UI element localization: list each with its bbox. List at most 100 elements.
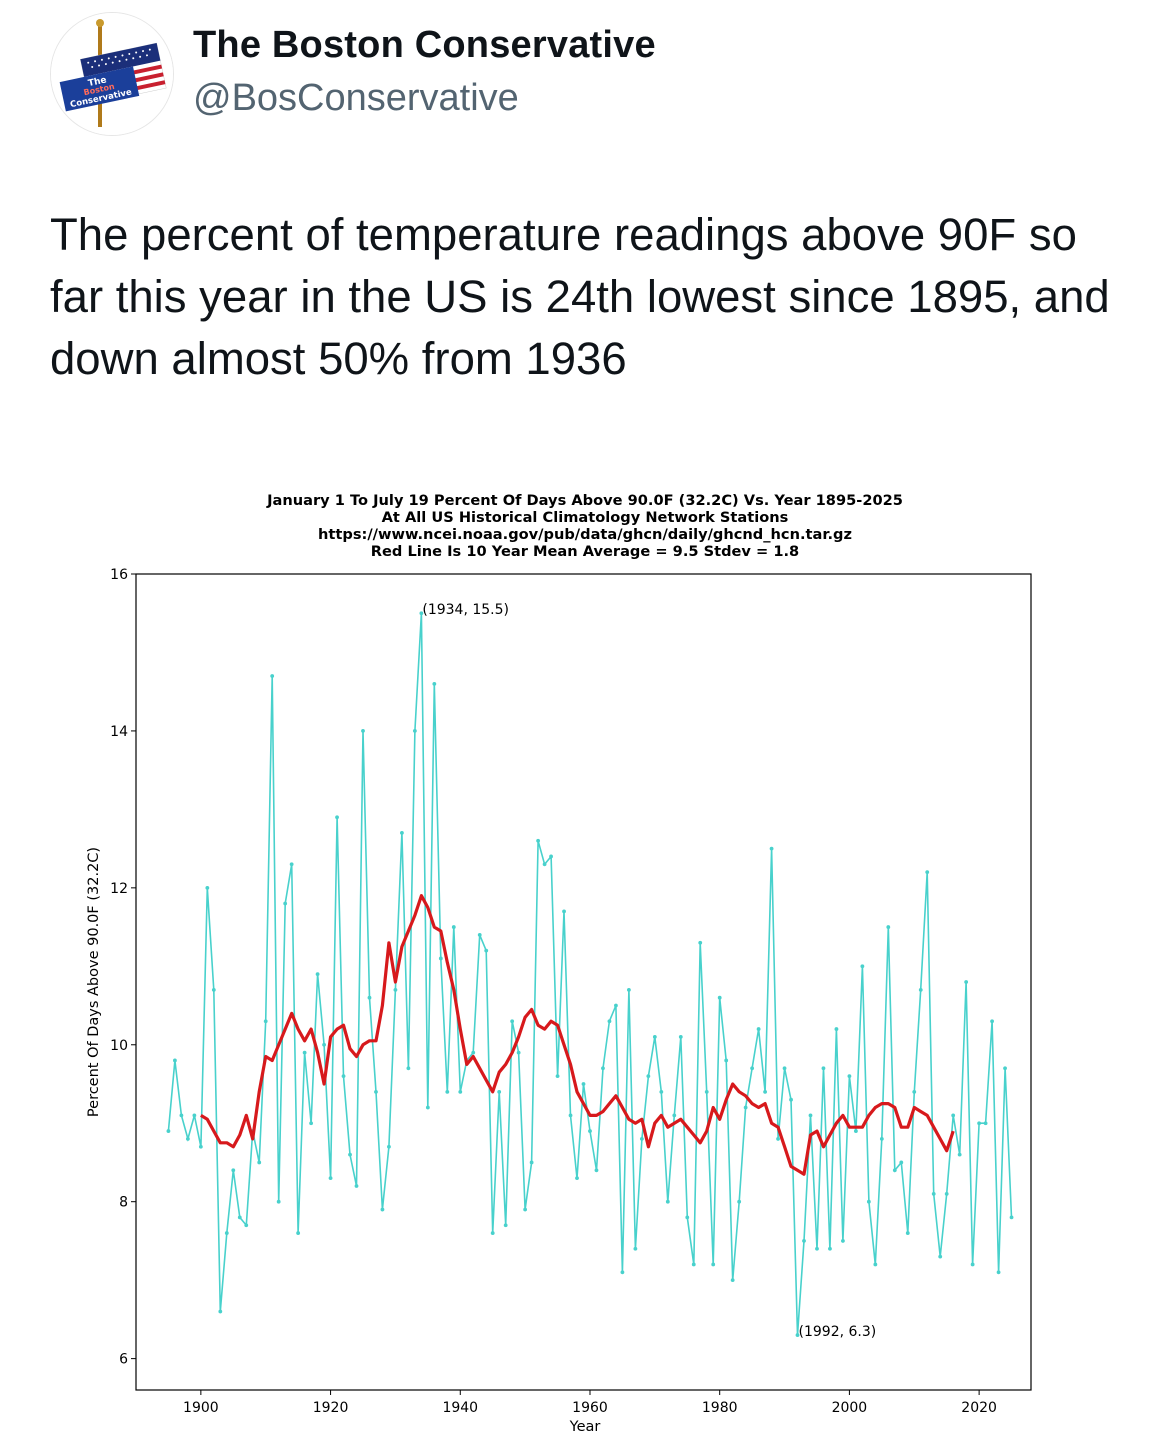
data-point: [270, 674, 275, 678]
data-point: [510, 1019, 515, 1024]
author-handle[interactable]: @BosConservative: [193, 77, 519, 119]
data-point: [588, 1129, 592, 1133]
data-point: [497, 1089, 502, 1094]
data-point: [711, 1262, 716, 1267]
data-point: [808, 1113, 813, 1118]
data-point: [828, 1246, 832, 1251]
y-axis-label: Percent Of Days Above 90.0F (32.2C): [86, 847, 102, 1117]
data-point: [425, 1105, 430, 1110]
data-point: [516, 1050, 521, 1055]
data-point: [328, 1176, 333, 1181]
data-point: [296, 1231, 301, 1235]
data-point: [490, 1231, 495, 1235]
data-point: [393, 987, 398, 992]
x-tick-label: 1960: [572, 1400, 608, 1416]
data-point: [957, 1152, 962, 1157]
data-point: [639, 1137, 644, 1141]
data-point: [302, 1050, 307, 1055]
data-point: [529, 1160, 534, 1165]
data-point: [257, 1160, 262, 1165]
data-point: [276, 1199, 281, 1204]
data-point: [886, 925, 891, 929]
data-point: [387, 1144, 391, 1149]
data-point: [348, 1152, 352, 1157]
data-point: [244, 1223, 249, 1228]
data-point: [477, 933, 482, 937]
data-point: [458, 1089, 463, 1094]
data-point: [620, 1270, 625, 1275]
y-tick-label: 6: [119, 1352, 128, 1368]
data-point: [575, 1176, 579, 1181]
data-point: [802, 1239, 806, 1243]
data-point: [685, 1215, 690, 1220]
data-point: [977, 1121, 982, 1126]
x-tick-label: 2000: [832, 1400, 868, 1416]
data-point: [951, 1113, 956, 1118]
boston-conservative-flag-logo: The Boston Conservative: [51, 13, 173, 135]
data-point: [698, 940, 703, 945]
data-point: [944, 1191, 949, 1196]
data-point: [918, 987, 923, 992]
data-point: [601, 1066, 605, 1071]
chart-title-line-2: At All US Historical Climatology Network…: [382, 509, 789, 526]
data-point: [704, 1089, 709, 1094]
data-point: [198, 1144, 203, 1149]
data-point: [879, 1137, 884, 1141]
y-tick-label: 8: [119, 1195, 128, 1211]
data-point: [419, 611, 424, 616]
data-point: [990, 1019, 994, 1024]
data-point: [607, 1019, 612, 1024]
data-point: [763, 1089, 767, 1094]
data-point: [335, 815, 339, 820]
data-point: [730, 1278, 735, 1283]
data-point: [756, 1027, 761, 1031]
data-point: [555, 1074, 560, 1079]
data-point: [400, 831, 404, 835]
data-point: [549, 854, 553, 859]
data-point: [912, 1089, 917, 1094]
data-point: [484, 948, 489, 953]
data-point: [892, 1168, 897, 1173]
data-point: [374, 1089, 378, 1094]
data-point: [853, 1129, 858, 1133]
data-point: [1009, 1215, 1014, 1220]
data-point: [562, 909, 566, 914]
data-point: [646, 1074, 651, 1079]
data-point: [860, 964, 865, 969]
data-point: [179, 1113, 184, 1118]
plot-area: [135, 573, 1032, 1391]
data-point: [412, 729, 417, 733]
data-point: [821, 1066, 826, 1071]
data-point: [633, 1246, 638, 1251]
data-point: [724, 1058, 729, 1063]
tweet-text: The percent of temperature readings abov…: [50, 209, 1110, 384]
avatar[interactable]: The Boston Conservative: [50, 12, 174, 136]
data-point: [815, 1246, 819, 1251]
data-point: [406, 1066, 411, 1071]
series-line-10-year-mean: [200, 894, 955, 1176]
data-point: [361, 729, 365, 733]
data-point: [283, 901, 288, 906]
data-point: [192, 1113, 197, 1118]
data-point: [451, 925, 456, 929]
data-point: [750, 1066, 755, 1071]
x-tick-label: 1940: [442, 1400, 478, 1416]
author-display-name[interactable]: The Boston Conservative: [193, 24, 656, 66]
data-point: [626, 987, 631, 992]
data-point: [665, 1199, 670, 1204]
data-point: [1003, 1066, 1007, 1071]
data-point: [847, 1074, 852, 1079]
chart-title-line-1: January 1 To July 19 Percent Of Days Abo…: [266, 492, 903, 509]
chart-title-line-4: Red Line Is 10 Year Mean Average = 9.5 S…: [371, 543, 799, 560]
data-point: [231, 1168, 236, 1173]
data-point: [776, 1137, 780, 1141]
data-point: [931, 1191, 936, 1196]
data-point: [322, 1042, 326, 1047]
y-tick-label: 12: [110, 881, 128, 897]
data-point: [581, 1082, 586, 1086]
data-point: [536, 838, 541, 843]
data-point: [224, 1231, 229, 1235]
data-point: [211, 987, 216, 992]
data-point: [542, 862, 547, 867]
data-point: [380, 1207, 385, 1212]
